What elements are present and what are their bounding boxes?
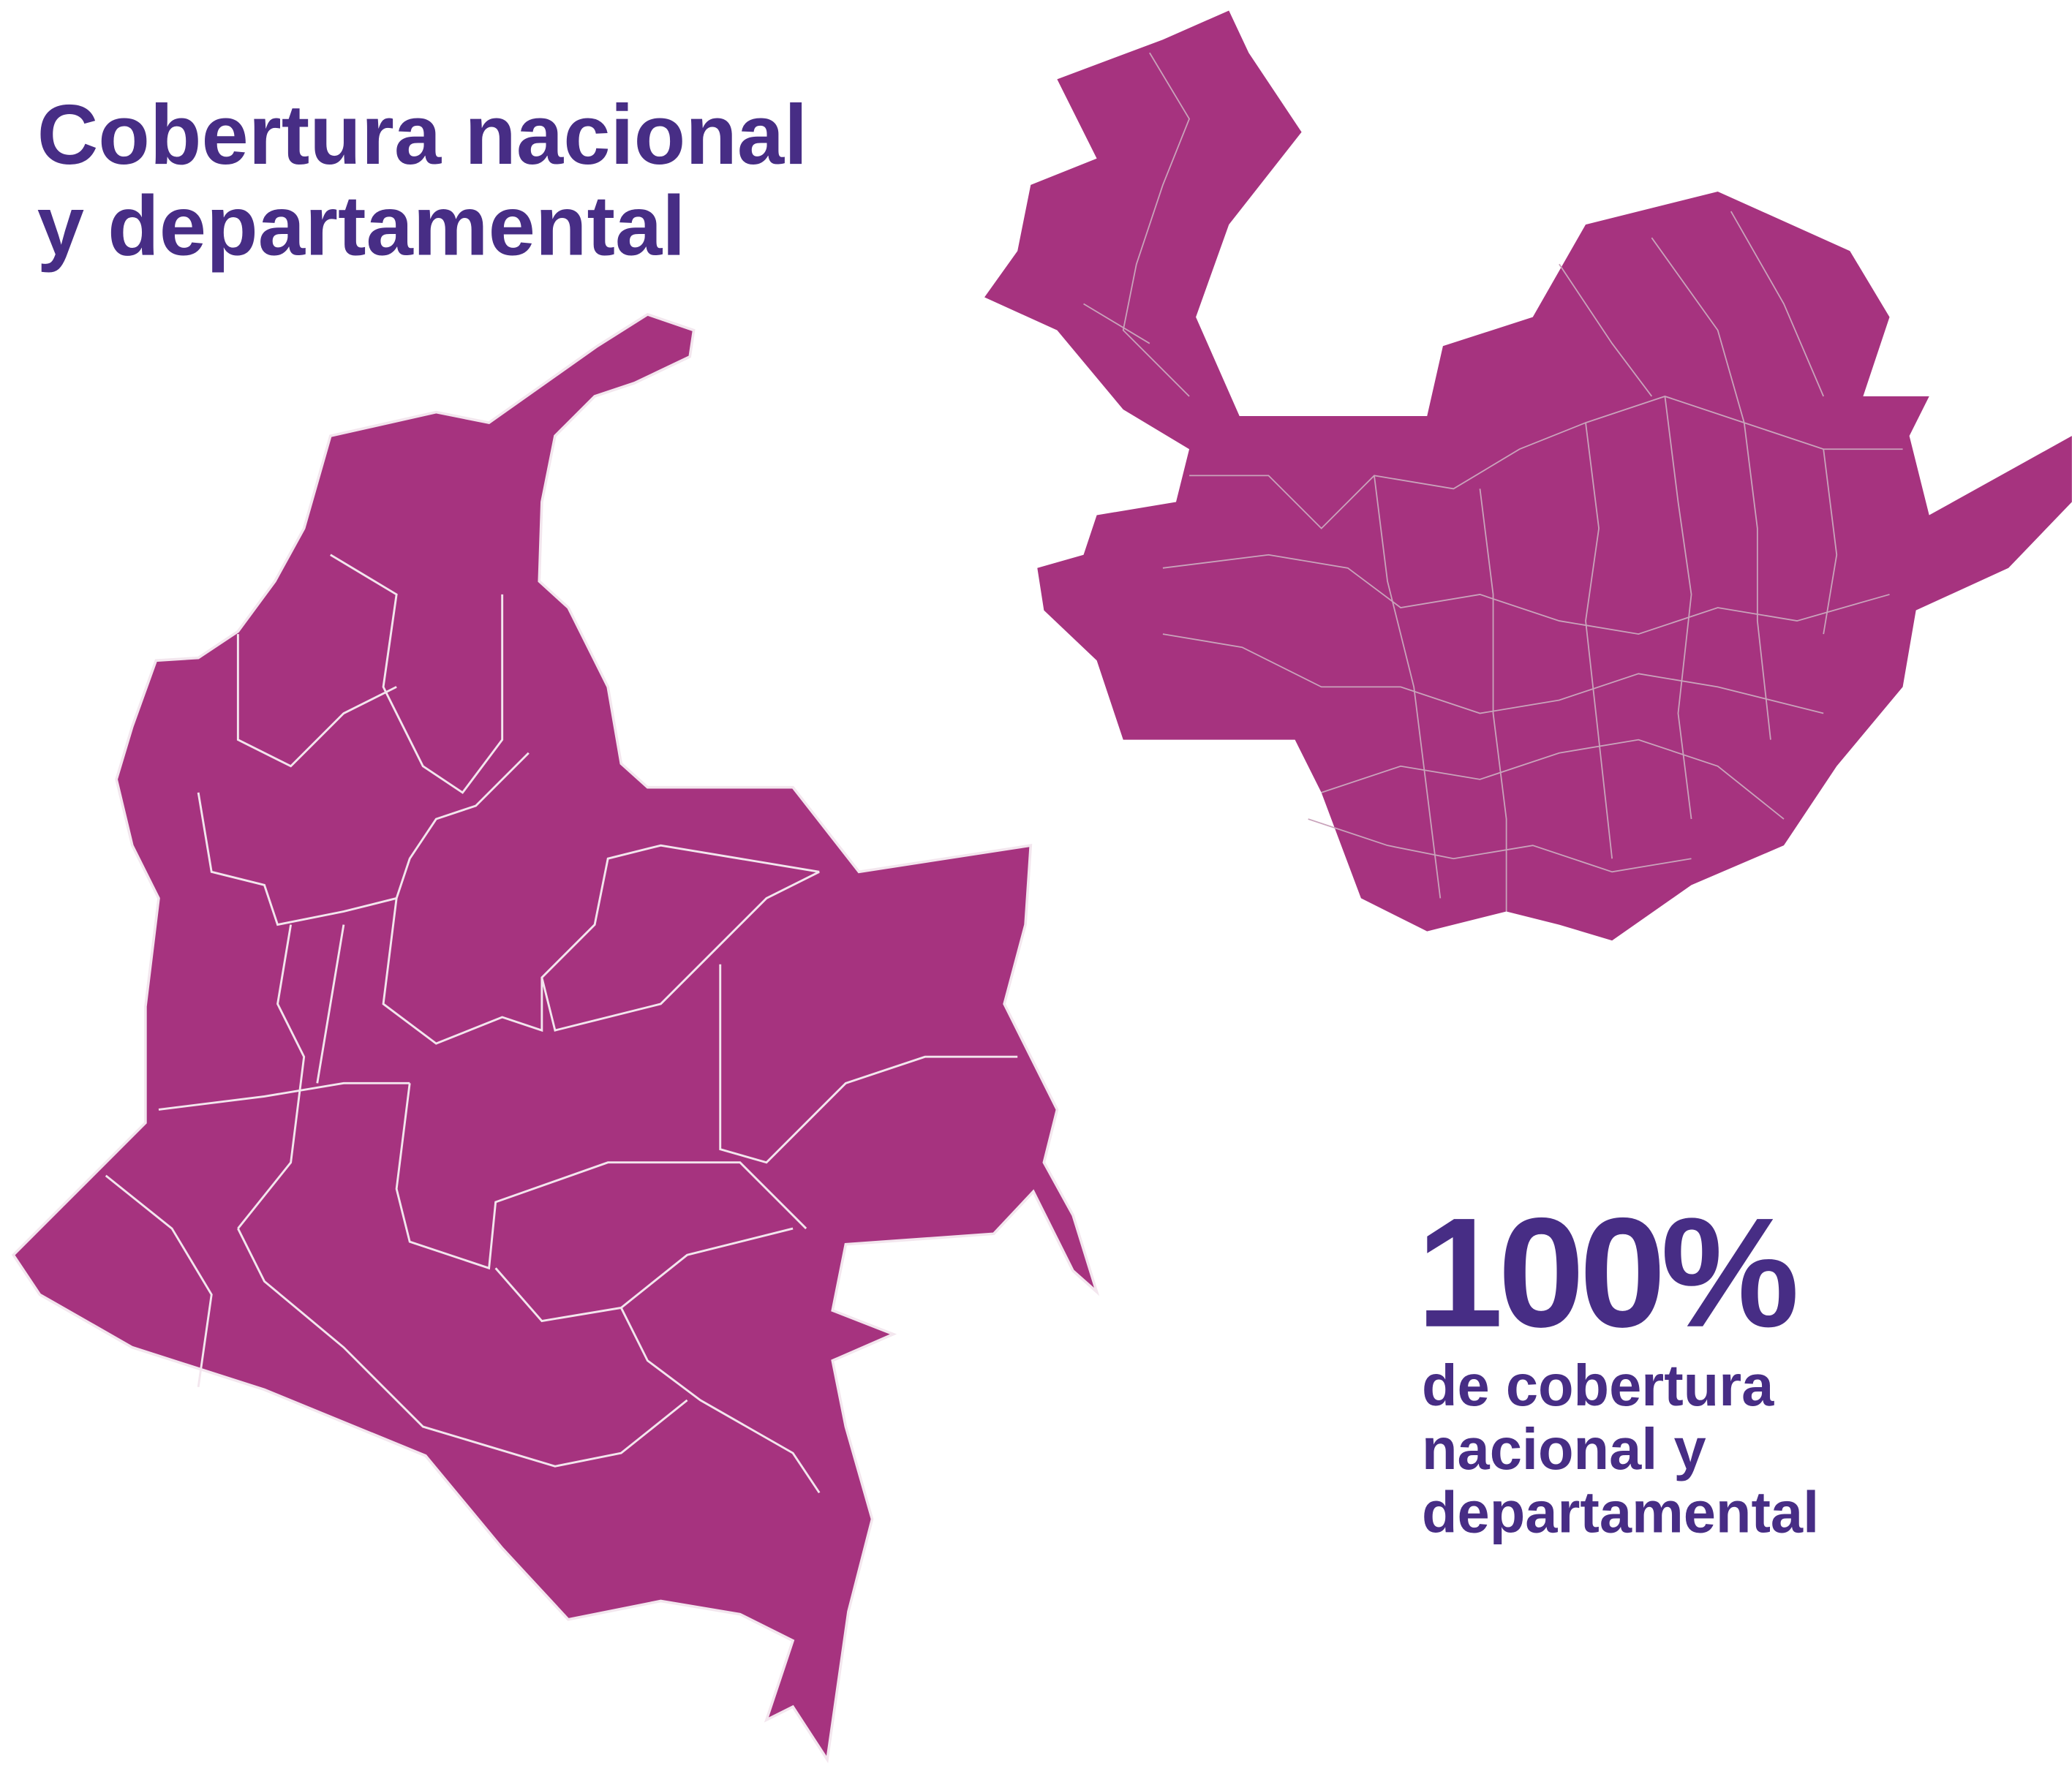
title-line: y departamental (37, 179, 686, 273)
stat-caption-line: de cobertura (1422, 1353, 1774, 1418)
title: Cobertura nacional y departamental (37, 88, 808, 273)
stat-caption-line: departamental (1422, 1480, 1819, 1545)
colombia-map (13, 314, 1096, 1759)
colombia-outline (13, 314, 1096, 1759)
antioquia-outline (984, 10, 2072, 940)
stat-caption-line: nacional y (1422, 1416, 1706, 1481)
page: Cobertura nacional y departamental 100% … (0, 0, 2072, 1782)
stat-block: 100% de cobertura nacional y departament… (1417, 1186, 1819, 1545)
antioquia-map (984, 10, 2072, 940)
stat-value: 100% (1417, 1186, 1796, 1360)
title-line: Cobertura nacional (37, 88, 808, 182)
infographic: Cobertura nacional y departamental 100% … (0, 0, 2072, 1782)
